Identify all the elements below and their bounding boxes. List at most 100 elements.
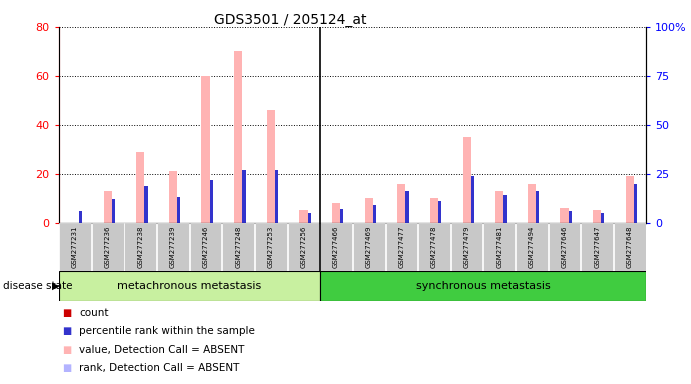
Bar [430,198,438,223]
Bar [177,197,180,223]
Bar [190,223,221,271]
Bar [202,76,209,223]
Text: metachronous metastasis: metachronous metastasis [117,281,261,291]
Bar [471,176,474,223]
Bar [353,223,385,271]
Bar [59,223,91,271]
Bar [451,223,482,271]
Text: GSM277481: GSM277481 [496,225,502,268]
Text: GSM277494: GSM277494 [529,225,535,268]
Bar [438,201,442,223]
Bar [536,191,539,223]
Bar [593,210,601,223]
Bar [79,211,82,223]
Bar [406,191,408,223]
Bar [601,213,605,223]
Bar [569,211,572,223]
Bar [59,271,320,301]
Text: GSM277236: GSM277236 [104,225,111,268]
Bar [332,203,340,223]
Text: GDS3501 / 205124_at: GDS3501 / 205124_at [214,13,366,27]
Bar [267,110,275,223]
Bar [560,208,569,223]
Bar [307,213,311,223]
Bar [581,223,613,271]
Bar [223,223,254,271]
Text: count: count [79,308,109,318]
Text: GSM277238: GSM277238 [138,225,143,268]
Bar [471,176,474,223]
Text: value, Detection Call = ABSENT: value, Detection Call = ABSENT [79,345,245,355]
Bar [157,223,189,271]
Bar [255,223,287,271]
Bar [625,176,634,223]
Text: ■: ■ [62,363,71,373]
Text: GSM277478: GSM277478 [431,225,437,268]
Text: ▶: ▶ [52,281,59,291]
Bar [536,191,539,223]
Bar [104,191,112,223]
Bar [287,223,319,271]
Bar [386,223,417,271]
Bar [234,51,243,223]
Bar [569,211,572,223]
Bar [418,223,450,271]
Bar [320,271,646,301]
Bar [320,223,352,271]
Text: GSM277248: GSM277248 [235,225,241,268]
Bar [516,223,548,271]
Text: GSM277231: GSM277231 [72,225,78,268]
Bar [601,213,605,223]
Bar [209,180,213,223]
Bar [79,211,82,223]
Text: GSM277466: GSM277466 [333,225,339,268]
Bar [144,185,148,223]
Text: GSM277239: GSM277239 [170,225,176,268]
Bar [299,210,307,223]
Text: rank, Detection Call = ABSENT: rank, Detection Call = ABSENT [79,363,240,373]
Bar [373,205,376,223]
Bar [365,198,373,223]
Bar [243,170,245,223]
Text: synchronous metastasis: synchronous metastasis [415,281,550,291]
Text: GSM277648: GSM277648 [627,225,633,268]
Bar [528,184,536,223]
Bar [307,213,311,223]
Bar [275,170,278,223]
Text: disease state: disease state [3,281,73,291]
Bar [169,171,177,223]
Text: GSM277253: GSM277253 [268,225,274,268]
Text: GSM277256: GSM277256 [301,225,307,268]
Bar [503,195,507,223]
Bar [484,223,515,271]
Text: GSM277647: GSM277647 [594,225,600,268]
Bar [340,209,343,223]
Text: ■: ■ [62,345,71,355]
Bar [614,223,645,271]
Text: ■: ■ [62,308,71,318]
Bar [373,205,376,223]
Bar [495,191,503,223]
Text: GSM277469: GSM277469 [366,225,372,268]
Bar [462,137,471,223]
Bar [243,170,245,223]
Bar [177,197,180,223]
Bar [634,184,637,223]
Text: GSM277246: GSM277246 [202,225,209,268]
Bar [275,170,278,223]
Bar [438,201,442,223]
Text: GSM277479: GSM277479 [464,225,470,268]
Bar [503,195,507,223]
Bar [92,223,124,271]
Text: GSM277646: GSM277646 [562,225,567,268]
Bar [209,180,213,223]
Bar [634,184,637,223]
Bar [112,199,115,223]
Bar [397,184,406,223]
Text: percentile rank within the sample: percentile rank within the sample [79,326,256,336]
Bar [340,209,343,223]
Bar [549,223,580,271]
Bar [124,223,156,271]
Bar [136,152,144,223]
Text: GSM277477: GSM277477 [398,225,404,268]
